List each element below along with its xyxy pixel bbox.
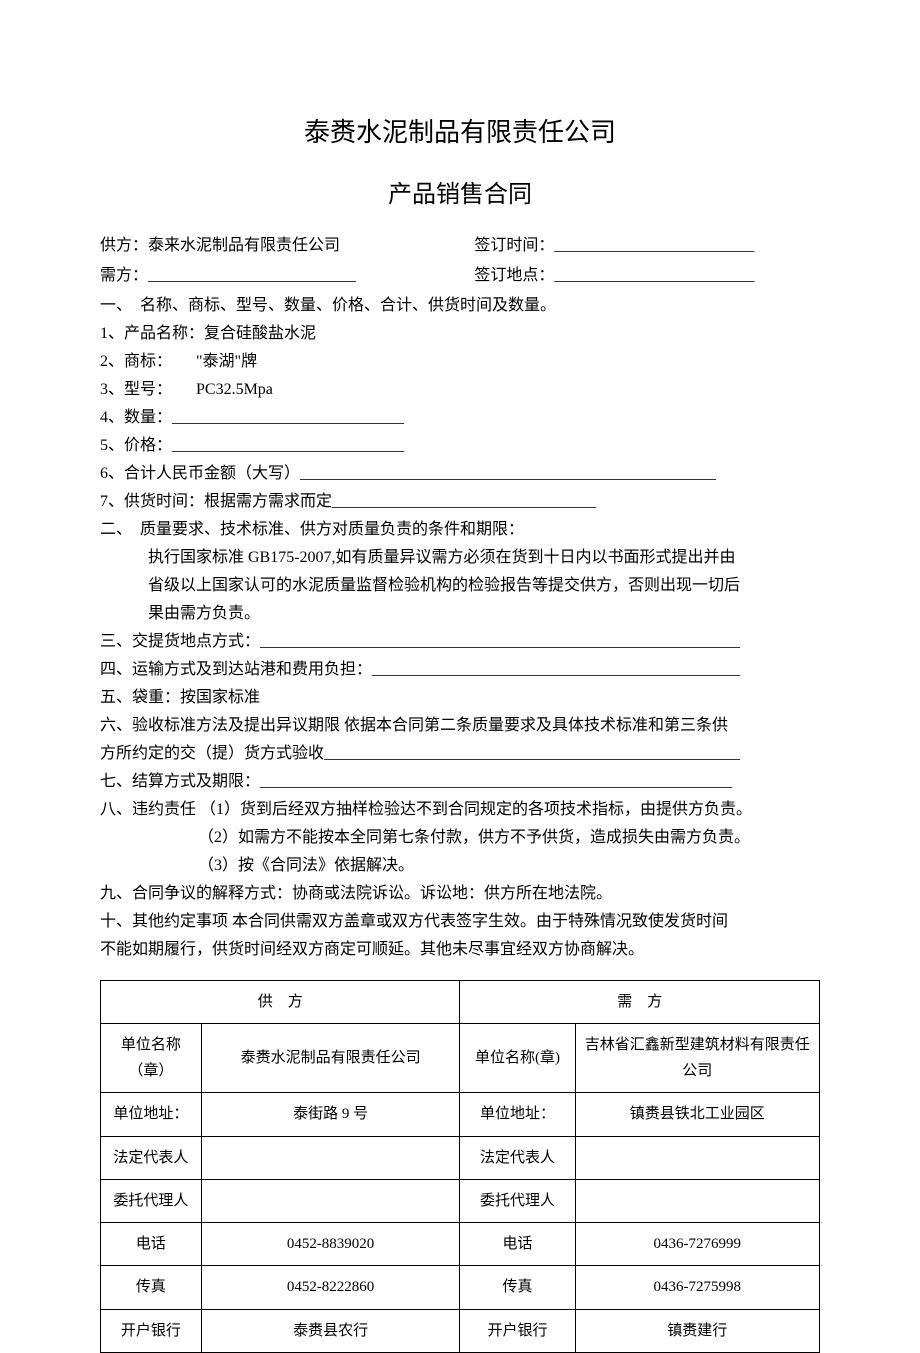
cell-value: 镇赉建行: [575, 1309, 819, 1352]
cell-label: 单位地址：: [101, 1093, 202, 1136]
table-row: 单位地址： 泰街路 9 号 单位地址： 镇赉县铁北工业园区: [101, 1093, 820, 1136]
cell-value: 镇赉县铁北工业园区: [575, 1093, 819, 1136]
cell-value: [201, 1136, 460, 1179]
clause-10a: 十、其他约定事项 本合同供需双方盖章或双方代表签字生效。由于特殊情况致使发货时间: [100, 908, 820, 936]
sign-time-line: 签订时间：_________________________: [474, 232, 820, 260]
supplier-column-header: 供 方: [101, 980, 460, 1023]
cell-value: 0436-7275998: [575, 1266, 819, 1309]
cell-label: 法定代表人: [460, 1136, 575, 1179]
cell-value: [575, 1136, 819, 1179]
clause-1-1: 1、产品名称：复合硅酸盐水泥: [100, 320, 820, 348]
cell-label: 传真: [101, 1266, 202, 1309]
buyer-column-header: 需 方: [460, 980, 820, 1023]
cell-label: 传真: [460, 1266, 575, 1309]
cell-label: 单位地址：: [460, 1093, 575, 1136]
clause-8: 八、违约责任 （1）货到后经双方抽样检验达不到合同规定的各项技术指标，由提供方负…: [100, 796, 820, 824]
clause-1-4: 4、数量：_____________________________: [100, 404, 820, 432]
clause-2: 二、 质量要求、技术标准、供方对质量负责的条件和期限：: [100, 516, 820, 544]
clause-5: 五、袋重：按国家标准: [100, 684, 820, 712]
cell-value: [201, 1179, 460, 1222]
cell-value: 泰街路 9 号: [201, 1093, 460, 1136]
clause-1-6: 6、合计人民币金额（大写）___________________________…: [100, 460, 820, 488]
clause-3: 三、交提货地点方式：______________________________…: [100, 628, 820, 656]
clause-9: 九、合同争议的解释方式：协商或法院诉讼。诉讼地：供方所在地法院。: [100, 880, 820, 908]
clause-1-2: 2、商标： "泰湖"牌: [100, 348, 820, 376]
table-row: 委托代理人 委托代理人: [101, 1179, 820, 1222]
clause-8-3: （3）按《合同法》依据解决。: [100, 852, 820, 880]
table-row: 单位名称（章） 泰赉水泥制品有限责任公司 单位名称(章) 吉林省汇鑫新型建筑材料…: [101, 1023, 820, 1093]
clause-6b: 方所约定的交（提）货方式验收__________________________…: [100, 740, 820, 768]
table-row: 法定代表人 法定代表人: [101, 1136, 820, 1179]
clause-8-2: （2）如需方不能按本全同第七条付款，供方不予供货，造成损失由需方负责。: [100, 824, 820, 852]
cell-value: 吉林省汇鑫新型建筑材料有限责任公司: [575, 1023, 819, 1093]
table-row: 开户银行 泰赉县农行 开户银行 镇赉建行: [101, 1309, 820, 1352]
clause-1: 一、 名称、商标、型号、数量、价格、合计、供货时间及数量。: [100, 292, 820, 320]
clause-6a: 六、验收标准方法及提出异议期限 依据本合同第二条质量要求及具体技术标准和第三条供: [100, 712, 820, 740]
clause-1-3: 3、型号： PC32.5Mpa: [100, 376, 820, 404]
clause-1-7: 7、供货时间：根据需方需求而定_________________________…: [100, 488, 820, 516]
cell-label: 开户银行: [101, 1309, 202, 1352]
table-row: 传真 0452-8222860 传真 0436-7275998: [101, 1266, 820, 1309]
cell-value: 0436-7276999: [575, 1223, 819, 1266]
table-row: 电话 0452-8839020 电话 0436-7276999: [101, 1223, 820, 1266]
clause-1-5: 5、价格：_____________________________: [100, 432, 820, 460]
sign-place-line: 签订地点：_________________________: [474, 262, 820, 290]
document-title: 产品销售合同: [100, 174, 820, 216]
buyer-line: 需方：__________________________: [100, 262, 474, 290]
clause-2-b: 省级以上国家认可的水泥质量监督检验机构的检验报告等提交供方，否则出现一切后: [100, 572, 820, 600]
cell-label: 开户银行: [460, 1309, 575, 1352]
cell-label: 电话: [101, 1223, 202, 1266]
clause-10b: 不能如期履行，供货时间经双方商定可顺延。其他未尽事宜经双方协商解决。: [100, 936, 820, 964]
cell-value: 泰赉县农行: [201, 1309, 460, 1352]
cell-label: 电话: [460, 1223, 575, 1266]
cell-label: 单位名称（章）: [101, 1023, 202, 1093]
clause-2-c: 果由需方负责。: [100, 600, 820, 628]
company-title: 泰赉水泥制品有限责任公司: [100, 110, 820, 156]
clause-4: 四、运输方式及到达站港和费用负担：_______________________…: [100, 656, 820, 684]
cell-value: 0452-8222860: [201, 1266, 460, 1309]
clause-7: 七、结算方式及期限：______________________________…: [100, 768, 820, 796]
cell-value: [575, 1179, 819, 1222]
cell-label: 法定代表人: [101, 1136, 202, 1179]
signature-table: 供 方 需 方 单位名称（章） 泰赉水泥制品有限责任公司 单位名称(章) 吉林省…: [100, 980, 820, 1353]
cell-label: 委托代理人: [460, 1179, 575, 1222]
supplier-line: 供方：泰来水泥制品有限责任公司: [100, 232, 474, 260]
cell-value: 泰赉水泥制品有限责任公司: [201, 1023, 460, 1093]
clause-2-a: 执行国家标准 GB175-2007,如有质量异议需方必须在货到十日内以书面形式提…: [100, 544, 820, 572]
cell-label: 委托代理人: [101, 1179, 202, 1222]
cell-value: 0452-8839020: [201, 1223, 460, 1266]
cell-label: 单位名称(章): [460, 1023, 575, 1093]
table-header-row: 供 方 需 方: [101, 980, 820, 1023]
